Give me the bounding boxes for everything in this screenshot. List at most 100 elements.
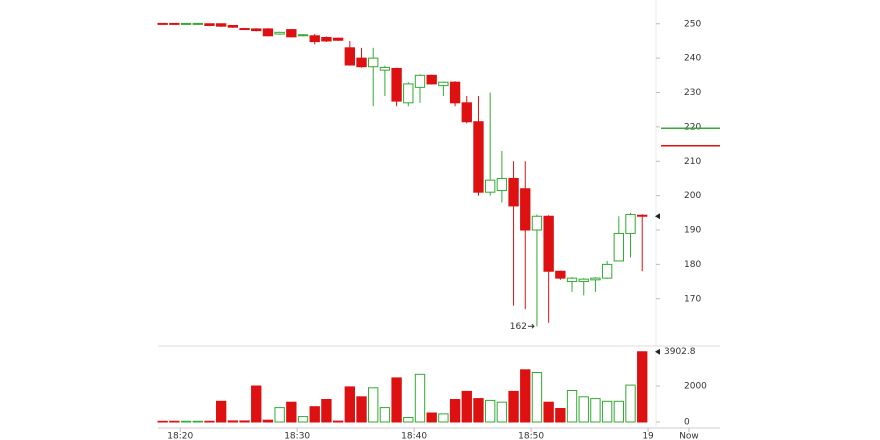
volume-bar [449, 399, 461, 423]
volume-tick-label: 0 [684, 418, 690, 428]
volume-bar [391, 377, 402, 423]
volume-bar [309, 406, 320, 423]
volume-bar [169, 420, 180, 423]
last-volume-marker [655, 348, 660, 355]
volume-bar [473, 398, 484, 423]
volume-bar [356, 396, 367, 423]
candle-body [414, 74, 426, 88]
volume-bar [566, 390, 578, 423]
candle-body [601, 263, 613, 279]
x-tick-label: 18:30 [284, 432, 310, 440]
candle-body [251, 28, 262, 32]
candle-body [215, 23, 227, 27]
candle-body [192, 22, 203, 25]
volume-bar [531, 372, 543, 423]
volume-bar [520, 369, 531, 423]
candle-body [204, 23, 215, 26]
volume-bar [227, 420, 239, 423]
volume-bar [496, 401, 508, 423]
volume-bar [601, 400, 613, 423]
volume-bar [344, 386, 355, 423]
y-tick-label: 180 [684, 260, 701, 270]
candle-body [321, 37, 332, 42]
volume-bar [508, 390, 519, 423]
y-tick-label: 240 [684, 54, 701, 64]
volume-bar [215, 400, 227, 423]
y-tick-label: 230 [684, 88, 701, 98]
candle-body [508, 177, 519, 207]
candle-body [262, 28, 274, 37]
candle-body [484, 179, 496, 193]
volume-tick-label: 2000 [684, 382, 707, 392]
candle-body [297, 34, 309, 37]
volume-bar [414, 373, 426, 423]
candle-body [590, 277, 601, 281]
volume-bar [426, 412, 437, 423]
candle-body [356, 57, 367, 68]
candle-body [368, 57, 379, 68]
candle-body [239, 28, 250, 31]
candle-body [449, 81, 461, 104]
last-price-marker [655, 213, 660, 220]
x-tick-label: Now [679, 432, 699, 440]
x-tick-label: 18:50 [518, 432, 544, 440]
candle-body [403, 83, 414, 104]
x-tick-label: 19 [642, 432, 654, 440]
candle-body [613, 232, 625, 262]
candle-body [169, 22, 180, 25]
volume-bar [461, 390, 472, 423]
y-tick-label: 170 [684, 294, 701, 304]
volume-bar [543, 401, 554, 423]
volume-bar [625, 384, 636, 423]
volume-bar [368, 387, 379, 423]
candle-body [332, 37, 344, 41]
x-tick-label: 18:40 [401, 432, 427, 440]
candle-body [531, 215, 543, 231]
volume-bar [297, 416, 309, 423]
candle-body [461, 102, 472, 123]
candle-body [426, 74, 437, 85]
x-tick-label: 18:20 [167, 432, 193, 440]
volume-bar [403, 417, 414, 423]
candle-body [379, 66, 391, 71]
volume-bar [484, 399, 496, 423]
low-label: 162 [510, 322, 527, 332]
volume-bar [590, 398, 601, 423]
candle-body [473, 121, 484, 193]
volume-bar [438, 413, 449, 423]
volume-bar [157, 420, 168, 423]
volume-bar [274, 407, 285, 423]
candle-body [391, 67, 402, 102]
volume-bar [251, 385, 262, 423]
candle-body [637, 214, 648, 217]
candle-body [566, 277, 578, 283]
volume-bar [555, 408, 566, 423]
candle-body [286, 29, 297, 38]
volume-bar [332, 420, 344, 423]
volume-bar [180, 420, 192, 423]
candle-body [520, 188, 531, 231]
candle-body [438, 81, 449, 87]
volume-bar [239, 420, 250, 423]
candle-body [180, 22, 192, 25]
volume-bar [637, 351, 648, 423]
volume-bar [286, 401, 297, 423]
volume-bar [204, 420, 215, 423]
candle-body [309, 35, 320, 43]
candle-body [555, 270, 566, 279]
candle-body [496, 177, 508, 191]
y-tick-label: 200 [684, 191, 701, 201]
volume-bar [613, 400, 625, 423]
candle-body [274, 31, 285, 35]
candle-body [543, 215, 554, 272]
candle-body [227, 24, 239, 28]
y-tick-label: 190 [684, 226, 701, 236]
y-tick-label: 250 [684, 19, 701, 29]
volume-bar [321, 399, 332, 423]
low-arrow [527, 323, 535, 329]
last-volume-label: 3902.8 [664, 347, 696, 357]
volume-bar [262, 419, 274, 423]
y-tick-label: 220 [684, 122, 701, 132]
candle-body [578, 278, 589, 283]
